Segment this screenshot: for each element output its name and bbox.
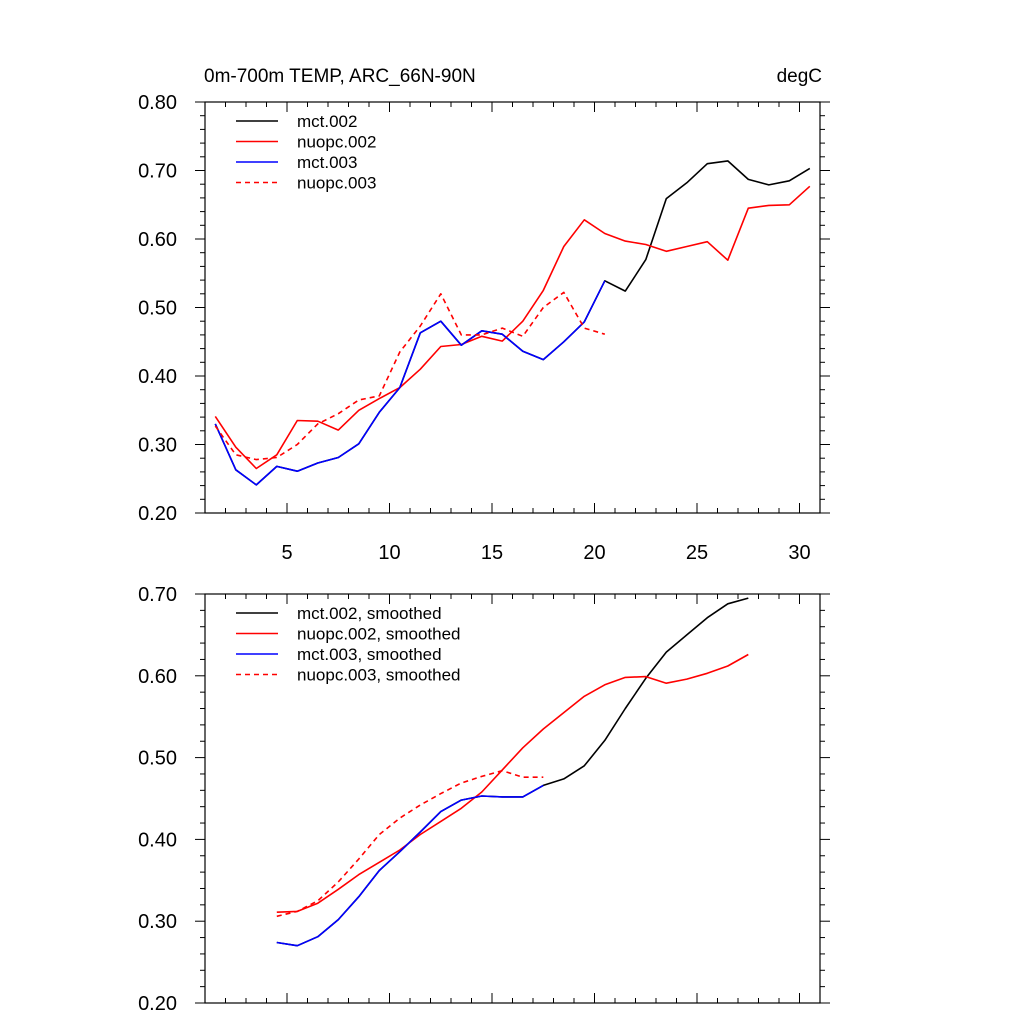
series-line-nuopc-003 xyxy=(214,291,606,461)
top-panel: 5 10 15 20 25 30 0.20 0.30 0.40 0.50 0.60 0.70 0.80 m… xyxy=(138,92,830,564)
y-tick-label: 0.50 xyxy=(138,298,177,320)
series-line-mct-003 xyxy=(214,280,606,486)
chart-title: 0m-700m TEMP, ARC_66N-90N xyxy=(204,66,476,87)
legend-label: nuopc.002, smoothed xyxy=(297,625,461,644)
y-tick-label: 0.20 xyxy=(138,503,177,525)
legend-label: nuopc.003, smoothed xyxy=(297,666,461,685)
y-tick-label: 0.20 xyxy=(138,993,177,1015)
x-tick-label: 20 xyxy=(583,542,605,564)
x-tick-label: 5 xyxy=(281,542,292,564)
legend-label: mct.002 xyxy=(297,112,357,131)
y-tick-label: 0.60 xyxy=(138,666,177,688)
y-tick-label: 0.30 xyxy=(138,435,177,457)
y-tick-label: 0.60 xyxy=(138,229,177,251)
x-tick-label: 10 xyxy=(378,542,400,564)
bottom-panel: 0.20 0.30 0.40 0.50 0.60 0.70 mct.002, smoothe… xyxy=(138,584,830,1015)
x-tick-label: 15 xyxy=(481,542,503,564)
units-label: degC xyxy=(777,66,822,87)
legend-label: mct.003 xyxy=(297,153,357,172)
y-tick-label: 0.50 xyxy=(138,748,177,770)
y-tick-label: 0.70 xyxy=(138,161,177,183)
legend-label: nuopc.002 xyxy=(297,133,376,152)
series-line-nuopc-002 xyxy=(214,185,811,470)
y-tick-label: 0.70 xyxy=(138,584,177,606)
series-line-mct-003-smoothed xyxy=(276,784,544,947)
x-tick-label: 30 xyxy=(788,542,810,564)
legend-label: mct.003, smoothed xyxy=(297,645,442,664)
y-tick-label: 0.80 xyxy=(138,92,177,114)
y-tick-label: 0.40 xyxy=(138,366,177,388)
legend-label: mct.002, smoothed xyxy=(297,604,442,623)
y-tick-label: 0.40 xyxy=(138,829,177,851)
series-line-nuopc-003-smoothed xyxy=(276,769,544,918)
y-tick-label: 0.30 xyxy=(138,911,177,933)
series-line-nuopc-002-smoothed xyxy=(276,653,749,913)
legend: mct.002, smoothed nuopc.002, smoothedmct.… xyxy=(236,604,461,685)
x-tick-label: 25 xyxy=(686,542,708,564)
legend-label: nuopc.003 xyxy=(297,174,376,193)
